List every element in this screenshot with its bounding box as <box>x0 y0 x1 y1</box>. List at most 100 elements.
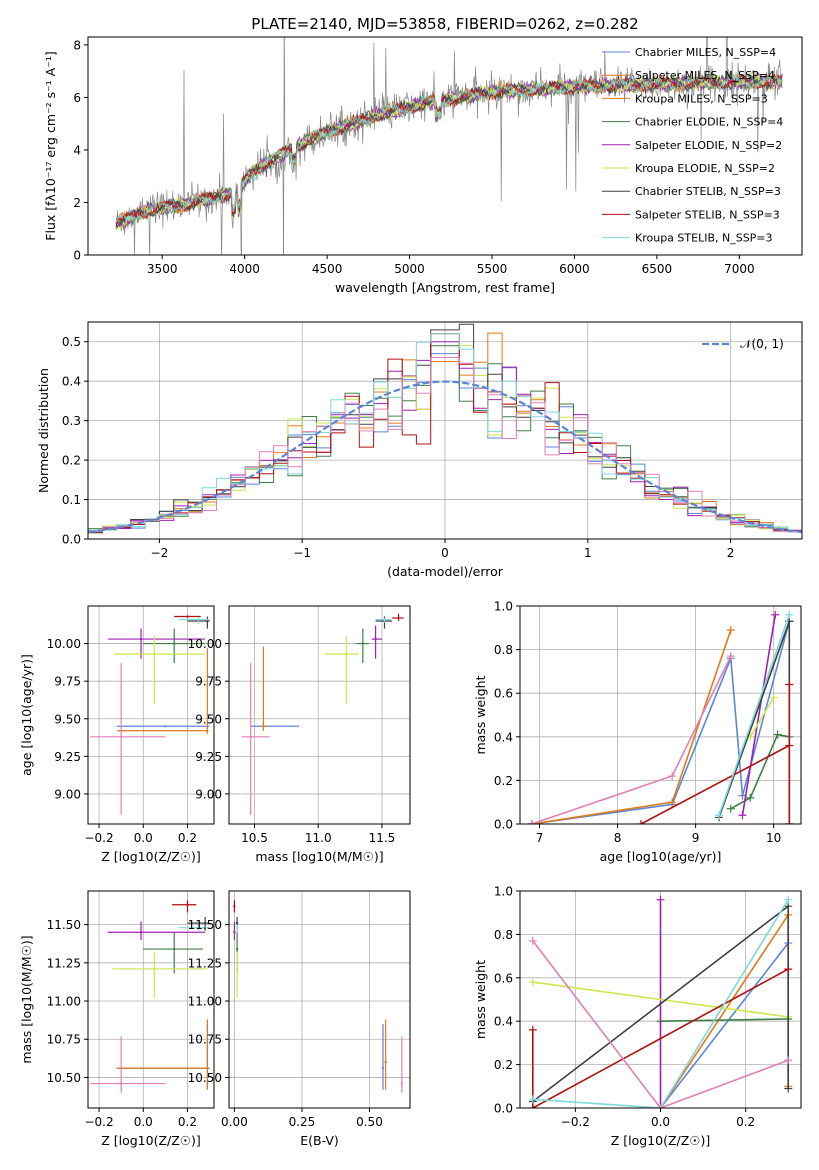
x-axis-label: E(B-V) <box>300 1133 339 1148</box>
point-2 <box>356 628 370 664</box>
x-tick-label: −0.2 <box>84 1115 113 1129</box>
data-point <box>374 637 377 641</box>
x-tick-label: −0.2 <box>84 831 113 845</box>
data-point <box>233 905 236 908</box>
x-tick-label: 0.25 <box>289 1115 316 1129</box>
point-1 <box>116 1019 209 1090</box>
legend-label: Kroupa MILES, N_SSP=3 <box>635 92 768 105</box>
weight-marker <box>528 978 537 987</box>
data-point <box>206 729 209 732</box>
y-axis-label: mass [log10(M/M☉)] <box>19 935 34 1063</box>
weight-marker <box>746 793 755 802</box>
point-4 <box>114 636 206 704</box>
x-tick-label: 3500 <box>147 262 178 276</box>
weight-line-3 <box>741 614 776 816</box>
x-tick-label: −2 <box>151 546 169 560</box>
weight-marker <box>784 895 793 904</box>
y-tick-label: 11.50 <box>188 918 222 932</box>
point-5 <box>187 916 210 931</box>
point-8 <box>90 1036 166 1093</box>
y-tick-label: 10.50 <box>47 1071 81 1085</box>
weight-line-5 <box>718 621 791 824</box>
y-axis-label: Flux [fλ10⁻¹⁷ erg cm⁻² s⁻¹ A⁻¹] <box>43 51 58 240</box>
data-point <box>233 931 236 934</box>
weight-marker <box>656 1104 665 1108</box>
panel-mass_vs_ebv: 0.00 0.25 0.50 10.50 10.75 11.00 11.25 11.50 E(B… <box>188 890 411 1148</box>
y-tick-label: 11.25 <box>47 956 81 970</box>
axes-frame <box>87 36 803 256</box>
axes-frame <box>87 605 215 825</box>
weight-marker <box>784 965 793 974</box>
plot-area-mw_vs_age <box>527 610 794 824</box>
x-tick-label: 8 <box>614 831 622 845</box>
point-2 <box>143 628 206 664</box>
x-axis-label: Z [log10(Z/Z☉)] <box>611 1133 711 1148</box>
x-axis-label: age [log10(age/yr)] <box>600 849 722 864</box>
weight-line-7 <box>718 614 791 816</box>
data-point <box>153 967 156 971</box>
y-tick-label: 0.8 <box>494 928 513 942</box>
data-point <box>186 615 189 618</box>
x-tick-label: 0.50 <box>356 1115 383 1129</box>
data-point <box>384 1060 387 1064</box>
x-tick-label: 11.0 <box>305 831 332 845</box>
y-tick-label: 10.50 <box>188 1071 222 1085</box>
weight-marker <box>784 1084 793 1093</box>
data-point <box>235 926 239 929</box>
normal-curve <box>88 380 802 534</box>
data-point <box>361 642 365 645</box>
point-6 <box>172 900 197 913</box>
data-point <box>235 947 239 951</box>
weight-line-2 <box>730 733 790 810</box>
x-axis-label: wavelength [Angstrom, rest frame] <box>335 280 555 295</box>
weight-marker <box>785 741 794 750</box>
y-tick-label: 0.2 <box>494 774 513 788</box>
y-tick-label: 11.25 <box>188 956 222 970</box>
y-tick-label: 1.0 <box>494 600 513 614</box>
weight-marker <box>528 1104 537 1108</box>
data-point <box>397 616 400 620</box>
data-point <box>262 725 265 728</box>
x-tick-label: 9 <box>692 831 700 845</box>
y-axis-label: mass weight <box>473 675 488 754</box>
weight-marker <box>785 680 794 689</box>
plot-area-age_vs_Z <box>90 615 210 815</box>
legend-label: 𝒩(0, 1) <box>740 337 784 351</box>
y-tick-label: 0.0 <box>494 818 513 832</box>
y-tick-label: 4 <box>73 143 81 157</box>
plot-area-mw_vs_Z <box>528 895 793 1108</box>
model-line-7 <box>115 72 783 227</box>
weight-marker <box>785 610 794 619</box>
data-point <box>119 1082 123 1085</box>
y-tick-label: 0.4 <box>494 1015 513 1029</box>
x-tick-label: 5500 <box>477 262 508 276</box>
weight-marker <box>656 895 665 904</box>
x-axis-label: (data-model)/error <box>387 564 504 579</box>
data-point <box>139 931 143 934</box>
legend-label: Chabrier MILES, N_SSP=4 <box>635 46 776 59</box>
legend-label: Kroupa STELIB, N_SSP=3 <box>635 232 773 245</box>
axes-frame <box>519 605 802 825</box>
y-tick-label: 0.1 <box>62 493 81 507</box>
weight-marker <box>528 1095 537 1104</box>
y-tick-label: 0.6 <box>494 971 513 985</box>
y-tick-label: 10.75 <box>47 1033 81 1047</box>
y-axis-label: mass weight <box>473 960 488 1039</box>
weight-line-6 <box>640 684 791 824</box>
plot-area-residuals <box>88 323 802 534</box>
x-axis-label: mass [log10(M/M☉)] <box>255 849 383 864</box>
histogram-8 <box>88 357 802 532</box>
data-point <box>203 921 207 925</box>
point-7 <box>235 924 239 933</box>
point-1 <box>260 646 268 731</box>
figure-title: PLATE=2140, MJD=53858, FIBERID=0262, z=0… <box>251 15 638 33</box>
weight-marker <box>715 811 724 820</box>
y-tick-label: 6 <box>73 91 81 105</box>
x-tick-label: 0.00 <box>221 1115 248 1129</box>
weight-line-1 <box>659 912 789 1108</box>
y-tick-label: 9.75 <box>54 675 81 689</box>
y-axis-label: age [log10(age/yr)] <box>19 654 34 776</box>
plot-area-mass_vs_ebv <box>233 900 404 1093</box>
data-point <box>235 921 239 925</box>
y-tick-label: 10.00 <box>188 637 222 651</box>
